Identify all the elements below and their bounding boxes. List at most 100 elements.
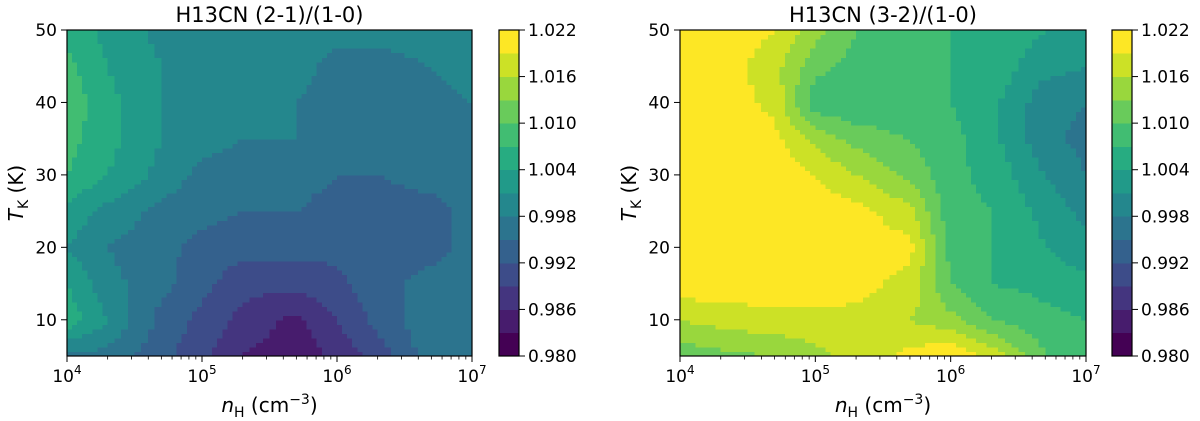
contour-cell [186,183,193,190]
contour-cell [171,238,178,244]
contour-cell [212,52,218,58]
contour-cell [384,102,392,108]
contour-cell [232,39,239,45]
contour-cell [181,193,188,199]
contour-cell [367,288,374,294]
contour-cell [127,179,136,185]
contour-cell [202,93,208,99]
contour-cell [67,111,73,117]
contour-cell [311,224,318,230]
contour-cell [102,106,109,113]
contour-cell [242,233,250,239]
contour-cell [92,319,99,325]
contour-cell [67,274,73,280]
contour-cell [97,193,104,199]
contour-cell [391,188,399,194]
contour-cell [404,288,412,294]
contour-cell [97,70,104,76]
contour-cell [134,306,142,312]
contour-cell [72,238,78,244]
contour-cell [289,242,297,248]
contour-cell [337,265,343,271]
contour-cell [461,120,468,126]
contour-cell [121,224,129,230]
contour-cell [141,84,149,90]
contour-cell [97,215,104,221]
contour-cell [276,70,284,76]
contour-cell [321,242,328,248]
contour-cell [461,93,468,99]
contour-cell [191,106,198,113]
contour-cell [256,61,264,67]
contour-cell [107,143,115,149]
contour-cell [181,43,188,49]
contour-cell [237,165,244,171]
contour-cell [391,238,399,244]
contour-cell [97,233,104,239]
contour-cell [436,279,443,285]
contour-cell [411,324,419,330]
contour-cell [357,193,363,199]
contour-cell [212,256,218,262]
contour-cell [212,215,218,221]
contour-cell [431,206,438,212]
contour-cell [232,333,239,339]
contour-cell [227,156,234,162]
contour-cell [186,84,193,90]
contour-cell [67,238,73,244]
contour-cell [276,143,284,149]
contour-cell [87,70,93,76]
contour-cell [107,301,115,307]
contour-cell [227,116,234,122]
contour-cell [77,224,83,230]
contour-cell [306,161,313,167]
contour-cell [202,297,208,303]
contour-cell [384,183,392,190]
contour-cell [269,116,277,122]
contour-cell [301,206,308,212]
contour-cell [436,174,443,181]
contour-cell [466,156,472,162]
contour-cell [212,274,218,280]
contour-cell [242,215,250,221]
contour-cell [391,134,399,140]
contour-cell [347,129,353,135]
contour-cell [114,134,122,140]
contour-cell [431,251,438,257]
contour-cell [397,206,406,212]
contour-cell [446,342,453,348]
contour-cell [212,88,218,94]
contour-cell [196,202,203,208]
contour-cell [171,193,178,199]
contour-cell [92,70,99,76]
contour-cell [337,179,343,185]
contour-cell [352,106,358,113]
contour-cell [147,129,156,135]
contour-cell [114,193,122,199]
contour-cell [276,188,284,194]
contour-cell [249,52,257,58]
contour-cell [191,120,198,126]
contour-cell [171,102,178,108]
contour-cell [141,165,149,171]
contour-cell [82,265,88,271]
contour-cell [357,152,363,158]
contour-cell [161,274,168,280]
contour-cell [377,324,385,330]
contour-cell [362,197,369,203]
contour-cell [352,274,358,280]
contour-cell [326,274,333,280]
contour-cell [451,165,458,171]
contour-cell [276,75,284,81]
contour-cell [196,156,203,162]
contour-cell [227,188,234,194]
contour-cell [451,238,458,244]
contour-cell [431,147,438,153]
contour-cell [202,337,208,344]
contour-cell [446,288,453,294]
contour-cell [352,152,358,158]
contour-cell [456,260,463,267]
contour-cell [466,116,472,122]
contour-cell [186,106,193,113]
contour-cell [127,183,136,190]
